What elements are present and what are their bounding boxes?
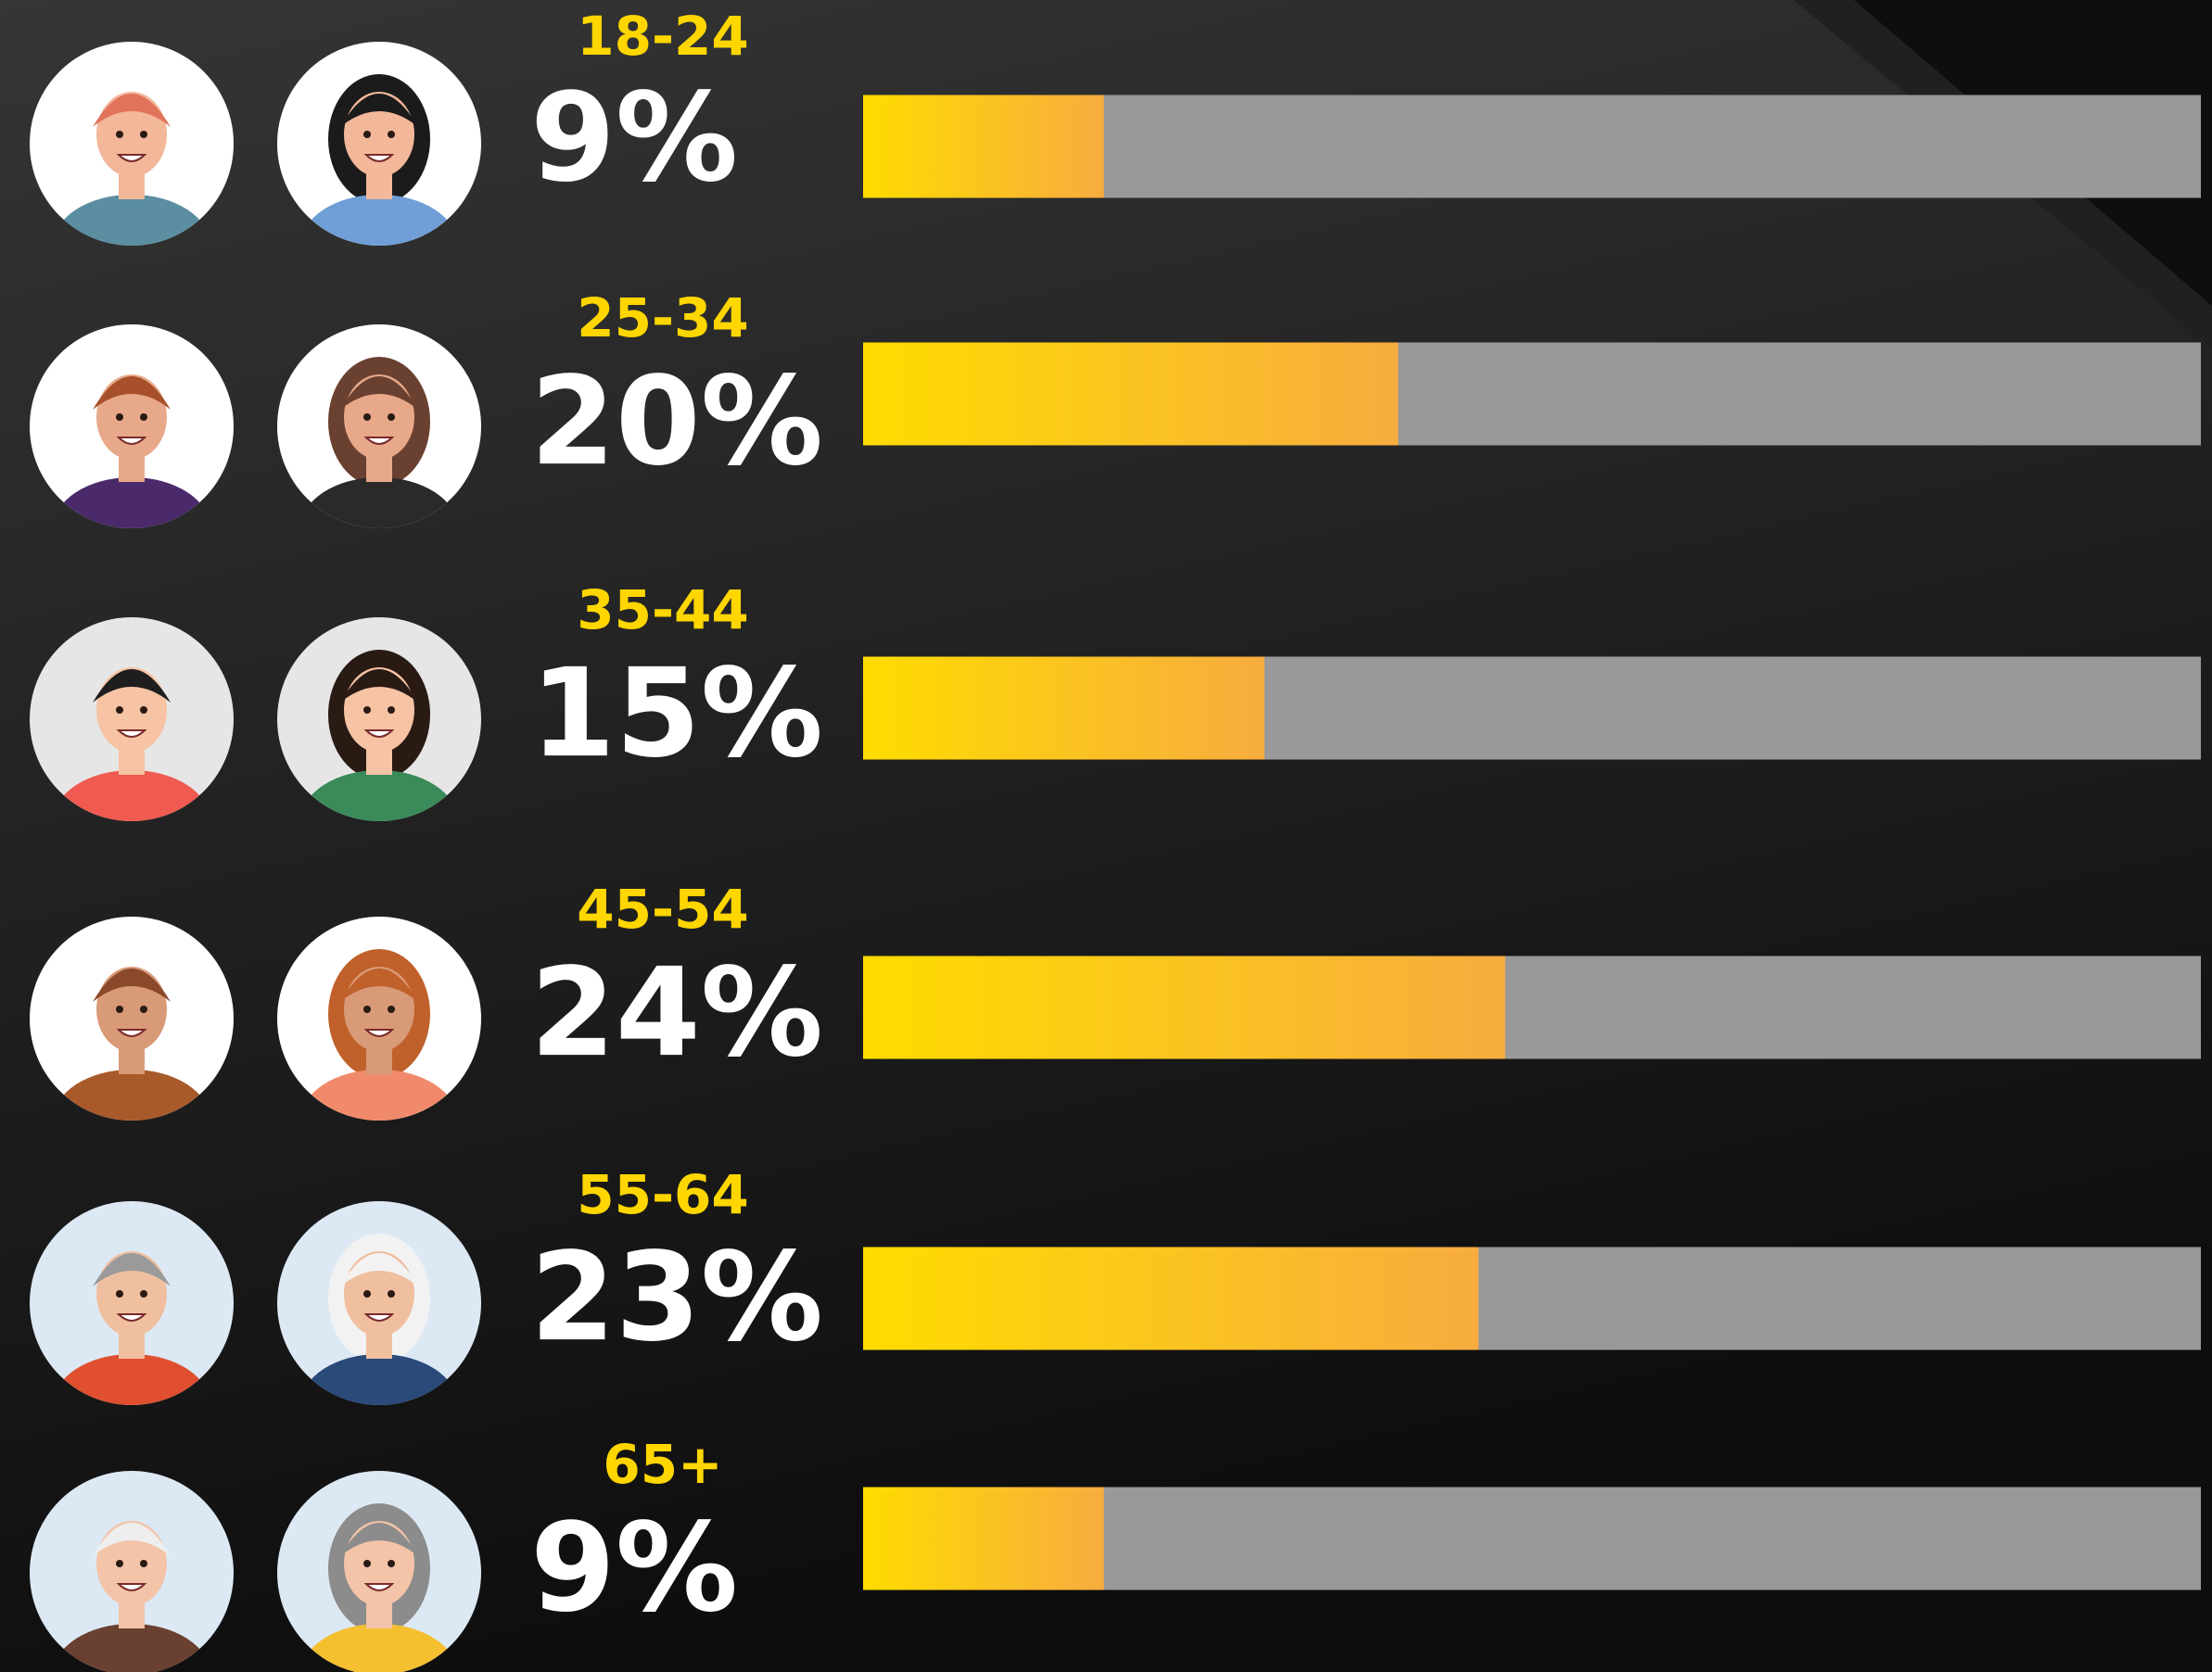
avatar-eye — [388, 1006, 395, 1013]
category-label: 35-44 — [577, 578, 749, 641]
background — [0, 0, 2212, 1672]
category-label: 45-54 — [577, 878, 749, 941]
value-label: 23% — [530, 1226, 823, 1369]
category-label: 25-34 — [577, 286, 749, 349]
avatar-eye — [388, 413, 395, 421]
avatar-eye — [140, 1560, 147, 1567]
chart: 18-249%25-3420%35-4415%45-5424%55-6423%6… — [0, 0, 2212, 1672]
value-label: 15% — [530, 642, 823, 785]
value-label: 24% — [530, 942, 823, 1084]
avatar-eye — [388, 1290, 395, 1298]
bar — [863, 95, 1104, 198]
avatar-eye — [140, 1006, 147, 1013]
avatar-eye — [363, 1560, 371, 1567]
bar — [863, 343, 1398, 446]
avatar-eye — [140, 413, 147, 421]
bar — [863, 956, 1506, 1059]
avatar-eye — [116, 1290, 123, 1298]
avatar-eye — [388, 131, 395, 138]
bar — [863, 657, 1265, 760]
avatar-eye — [116, 1560, 123, 1567]
avatar-eye — [363, 131, 371, 138]
avatar-eye — [388, 1560, 395, 1567]
avatar-eye — [116, 413, 123, 421]
avatar-eye — [363, 413, 371, 421]
avatar-eye — [116, 706, 123, 714]
avatar-eye — [363, 1006, 371, 1013]
avatar-eye — [388, 706, 395, 714]
avatar — [30, 1471, 234, 1672]
category-label: 55-64 — [577, 1163, 749, 1226]
bar — [863, 1248, 1479, 1350]
avatar — [277, 1471, 481, 1672]
avatar-eye — [116, 1006, 123, 1013]
avatar-eye — [140, 131, 147, 138]
page: 18-249%25-3420%35-4415%45-5424%55-6423%6… — [0, 0, 2212, 1672]
avatar-eye — [140, 706, 147, 714]
avatar-eye — [363, 1290, 371, 1298]
avatar-eye — [363, 706, 371, 714]
value-label: 9% — [530, 1497, 738, 1640]
value-label: 9% — [530, 67, 738, 209]
bar — [863, 1488, 1104, 1590]
avatar-eye — [140, 1290, 147, 1298]
category-label: 18-24 — [577, 5, 749, 68]
avatar-eye — [116, 131, 123, 138]
value-label: 20% — [530, 350, 823, 493]
category-label: 65+ — [603, 1433, 722, 1496]
